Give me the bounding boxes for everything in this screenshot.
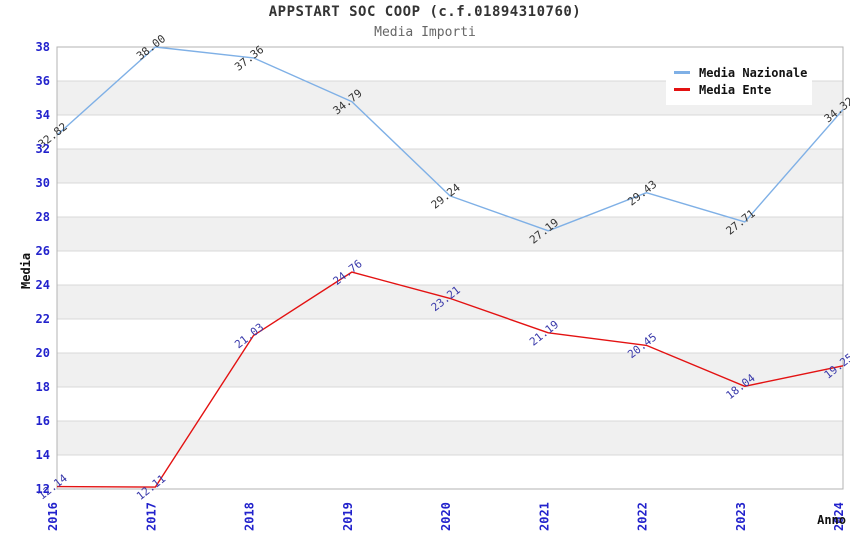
x-tick-label: 2020 (439, 502, 453, 531)
y-tick-label: 24 (36, 278, 50, 292)
x-tick-label: 2017 (144, 502, 158, 531)
x-tick-label: 2023 (734, 502, 748, 531)
plot-band (57, 251, 843, 285)
legend-swatch-media-ente (674, 88, 690, 91)
legend-swatch-media-nazionale (674, 71, 690, 74)
x-tick-label: 2022 (636, 502, 650, 531)
plot-border (56, 46, 844, 490)
x-axis-title: Anno (817, 513, 846, 527)
plot-band (57, 387, 843, 421)
y-tick-label: 38 (36, 40, 50, 54)
chart-subtitle: Media Importi (374, 25, 476, 40)
plot-band (57, 285, 843, 319)
y-tick-label: 28 (36, 210, 50, 224)
y-axis-title: Media (19, 253, 33, 289)
series-line-media-nazionale (56, 46, 844, 232)
legend-item-media-nazionale: Media Nazionale (674, 65, 808, 80)
x-tick-label: 2016 (46, 502, 60, 531)
y-tick-label: 32 (36, 142, 50, 156)
y-tick-label: 34 (36, 108, 50, 122)
y-tick-label: 18 (36, 380, 50, 394)
chart-title: APPSTART SOC COOP (c.f.01894310760) (268, 4, 582, 20)
legend-item-media-ente: Media Ente (674, 82, 804, 97)
plot-band (57, 455, 843, 489)
plot-band (57, 421, 843, 455)
y-tick-label: 36 (36, 74, 50, 88)
series-line-media-ente (56, 271, 844, 488)
plot-band (57, 115, 843, 149)
y-tick-label: 26 (36, 244, 50, 258)
plot-band (57, 217, 843, 251)
y-tick-label: 30 (36, 176, 50, 190)
plot-band (57, 319, 843, 353)
legend: Media Nazionale Media Ente (666, 57, 812, 105)
x-tick-label: 2021 (537, 502, 551, 531)
x-tick-label: 2024 (832, 502, 846, 531)
y-tick-label: 14 (36, 448, 50, 462)
legend-label-media-nazionale: Media Nazionale (699, 65, 808, 80)
plot-band (57, 149, 843, 183)
plot-band (57, 353, 843, 387)
legend-label-media-ente: Media Ente (699, 82, 772, 97)
y-tick-label: 16 (36, 414, 50, 428)
x-tick-label: 2019 (341, 502, 355, 531)
y-tick-label: 20 (36, 346, 50, 360)
plot-band (57, 183, 843, 217)
y-tick-label: 12 (36, 482, 50, 496)
x-tick-label: 2018 (243, 502, 257, 531)
y-tick-label: 22 (36, 312, 50, 326)
